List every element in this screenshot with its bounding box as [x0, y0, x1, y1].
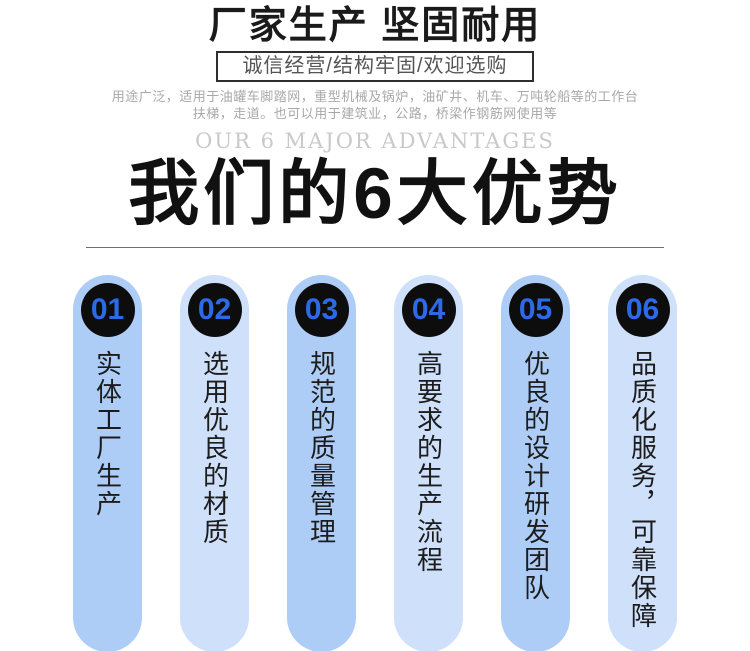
slogan-box: 诚信经营/结构牢固/欢迎选购	[216, 51, 534, 82]
advantage-number-6: 06	[625, 293, 660, 326]
slogan-container: 诚信经营/结构牢固/欢迎选购	[0, 51, 750, 82]
advantage-number-5: 05	[518, 293, 553, 326]
advantage-number-badge-6: 06	[615, 283, 670, 337]
advantage-label-3: 规范的质量管理	[306, 350, 337, 546]
usage-description: 用途广泛，适用于油罐车脚踏网，重型机械及锅炉，油矿井、机车、万吨轮船等的工作台 …	[0, 88, 750, 122]
section-title: 我们的6大优势	[128, 155, 622, 234]
advantage-number-badge-1: 01	[80, 283, 135, 337]
advantage-number-badge-2: 02	[187, 283, 242, 337]
advantage-number-badge-5: 05	[508, 283, 563, 337]
section-divider	[86, 247, 664, 248]
advantage-label-2: 选用优良的材质	[199, 350, 230, 546]
advantage-number-4: 04	[411, 293, 446, 326]
usage-description-line1: 用途广泛，适用于油罐车脚踏网，重型机械及锅炉，油矿井、机车、万吨轮船等的工作台	[111, 89, 639, 104]
advantage-pill-2: 02 选用优良的材质	[180, 275, 249, 651]
advantage-pill-5: 05 优良的设计研发团队	[501, 275, 570, 651]
section-subtitle-en: OUR 6 MAJOR ADVANTAGES	[195, 129, 555, 153]
advantage-pill-4: 04 高要求的生产流程	[394, 275, 463, 651]
usage-description-line2: 扶梯，走道。也可以用于建筑业，公路，桥梁作钢筋网使用等	[192, 106, 558, 121]
advantage-number-badge-4: 04	[401, 283, 456, 337]
advantage-label-1: 实体工厂生产	[92, 350, 123, 518]
advantage-pill-1: 01 实体工厂生产	[73, 275, 142, 651]
advantage-label-6: 品质化服务，可靠保障	[627, 350, 658, 630]
advantage-label-4: 高要求的生产流程	[413, 350, 444, 574]
page-title: 厂家生产 坚固耐用	[208, 5, 542, 47]
advantage-number-badge-3: 03	[294, 283, 349, 337]
advantages-list: 01 实体工厂生产 02 选用优良的材质 03 规范的质量管理 04 高要求的生…	[0, 275, 750, 651]
advantage-number-1: 01	[90, 293, 125, 326]
advantage-number-3: 03	[304, 293, 339, 326]
advantage-pill-3: 03 规范的质量管理	[287, 275, 356, 651]
advantage-label-5: 优良的设计研发团队	[520, 350, 551, 602]
advantage-pill-6: 06 品质化服务，可靠保障	[608, 275, 677, 651]
advantage-number-2: 02	[197, 293, 232, 326]
